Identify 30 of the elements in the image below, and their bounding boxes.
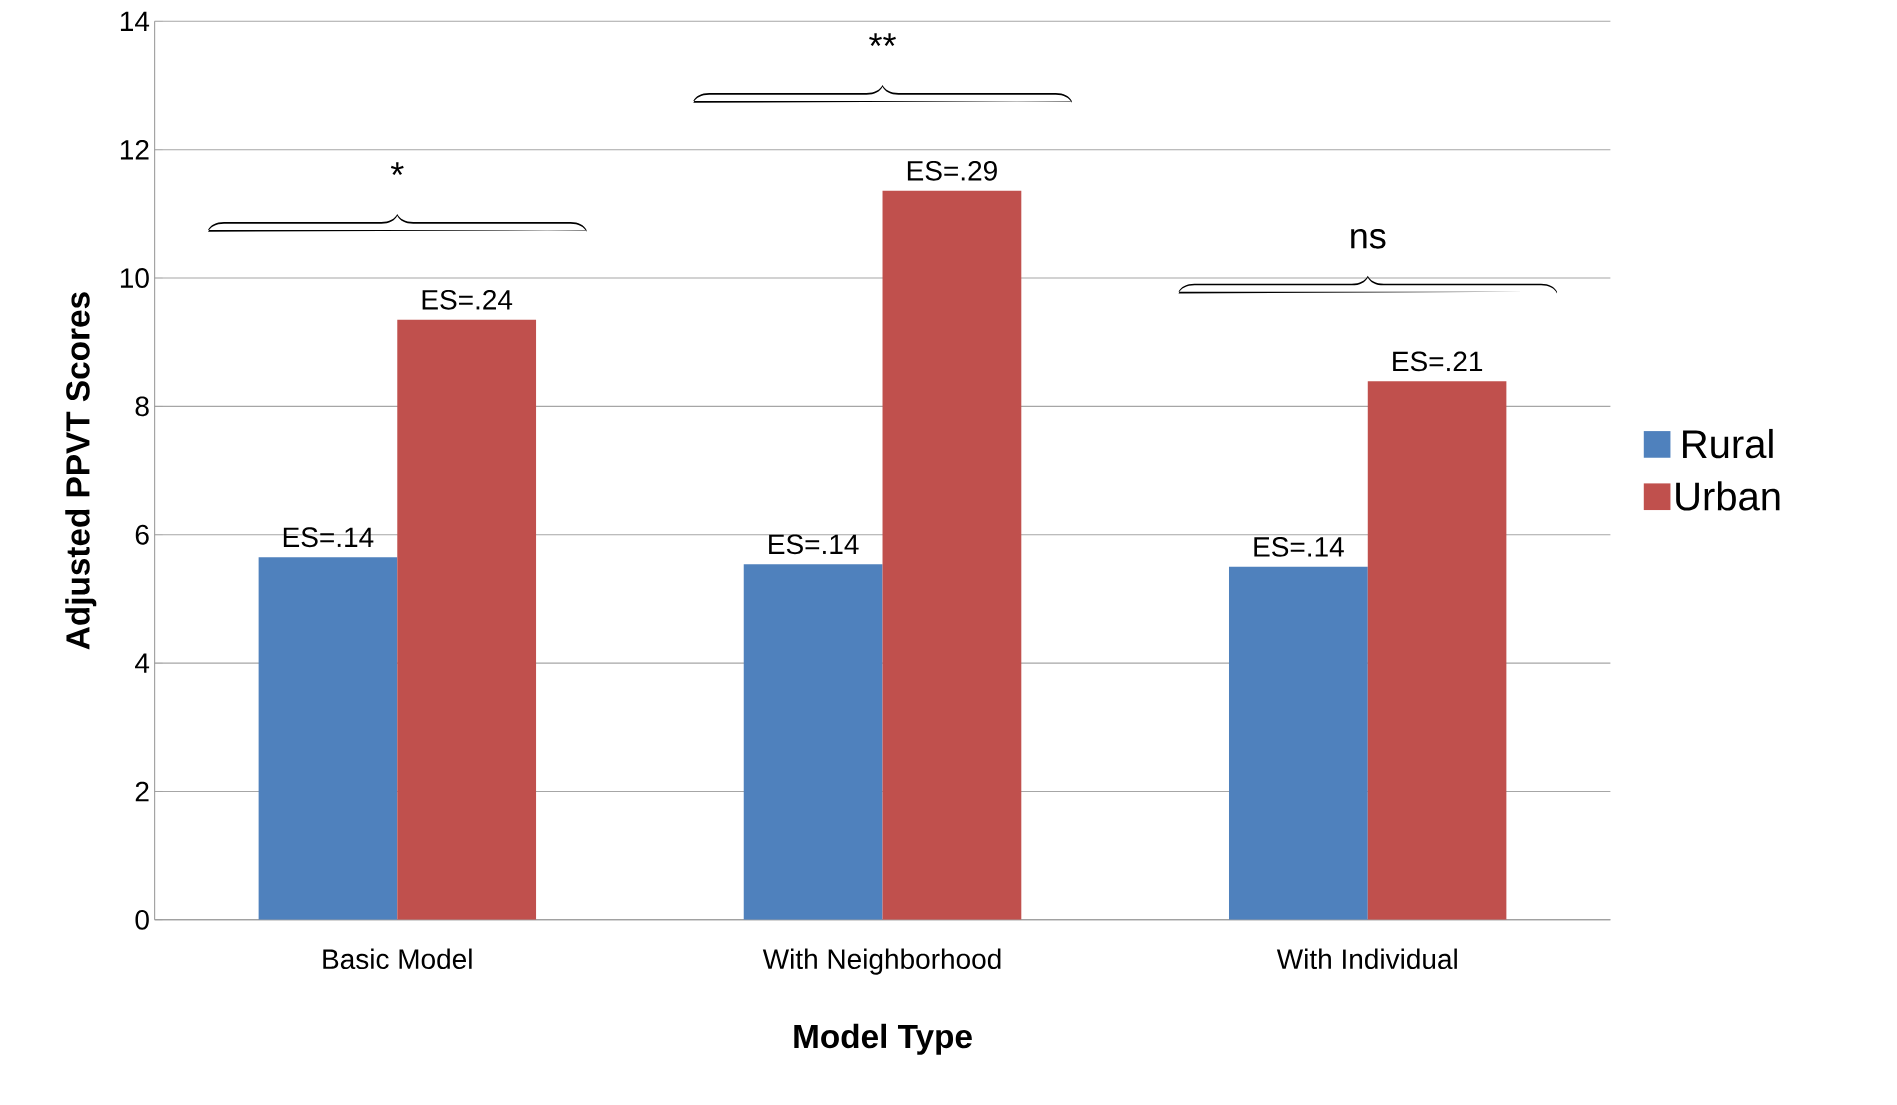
bar [743, 564, 883, 920]
annotation: ns [1351, 228, 1386, 249]
y-tick-label: 14 [120, 11, 150, 31]
bar [397, 319, 537, 920]
y-tick-label: 4 [135, 653, 150, 673]
legend-label: Urban [1676, 481, 1780, 511]
annotation: ES=.14 [769, 534, 859, 555]
x-tick-label: With Individual [1276, 948, 1457, 970]
y-axis-title: Adjusted PPVT Scores [65, 292, 97, 650]
bar [1367, 381, 1507, 920]
bar [258, 557, 398, 920]
annotation: ES=.29 [907, 160, 997, 181]
y-tick-label: 6 [135, 524, 149, 545]
annotation: ES=.14 [283, 527, 374, 548]
legend-label: Rural [1683, 428, 1773, 459]
x-tick-label: Basic Model [323, 948, 472, 970]
y-tick-label: 8 [135, 396, 149, 417]
x-axis-title: Model Type [794, 1023, 972, 1055]
annotation: ES=.21 [1393, 351, 1483, 372]
annotation: ES=.14 [1254, 536, 1344, 557]
bar [1228, 566, 1368, 920]
y-tick-label: 10 [120, 268, 149, 288]
x-tick-label: With Neighborhood [762, 948, 1001, 975]
annotation: ** [869, 33, 896, 46]
y-tick-label: 12 [120, 139, 149, 160]
y-tick-label: 2 [135, 781, 149, 802]
y-tick-label: 0 [135, 909, 149, 930]
annotation: ES=.24 [422, 289, 513, 310]
bar [882, 190, 1022, 920]
annotation: * [390, 162, 404, 175]
